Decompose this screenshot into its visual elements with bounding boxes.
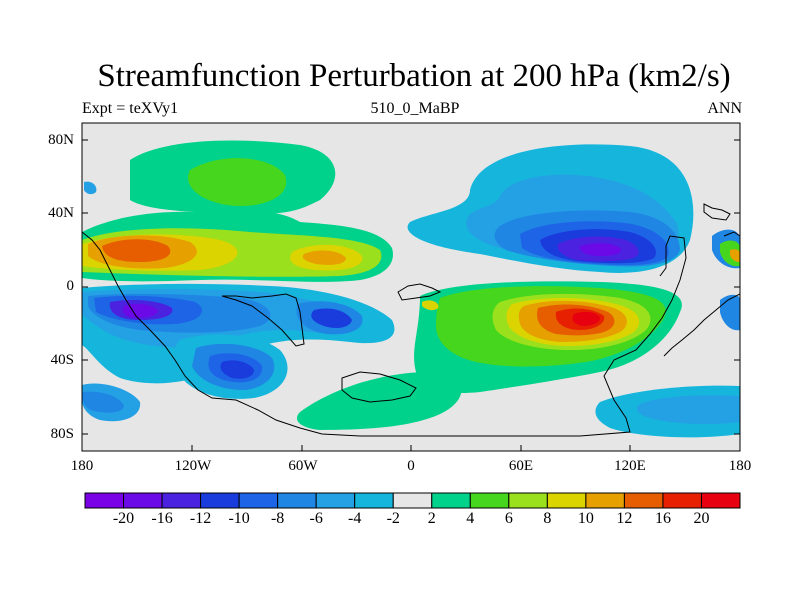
contour-neg-sio-east — [720, 294, 740, 331]
colorbar-label: 2 — [427, 510, 436, 527]
contour-pos-south-core — [572, 311, 600, 326]
contour-field — [82, 123, 740, 451]
colorbar-label: -10 — [228, 510, 250, 527]
y-tick-label: 80S — [50, 426, 74, 442]
time-label: 510_0_MaBP — [370, 100, 460, 117]
y-tick-label: 40S — [50, 352, 74, 368]
colorbar-swatch — [84, 492, 125, 509]
colorbar-label: -16 — [151, 510, 173, 527]
colorbar-label: 10 — [577, 510, 594, 527]
y-tick-label: 80N — [48, 132, 74, 148]
contour-neg-south-core — [122, 303, 158, 318]
colorbar-label: 12 — [616, 510, 633, 527]
colorbar-label: 20 — [693, 510, 710, 527]
colorbar-swatch — [315, 492, 356, 509]
coastline-americas — [82, 231, 687, 437]
colorbar-swatch — [623, 492, 664, 509]
colorbar-label: 8 — [543, 510, 552, 527]
colorbar-label: -4 — [348, 510, 362, 527]
contour-pos-north-dkorange — [102, 239, 171, 262]
colorbar-label: -6 — [309, 510, 323, 527]
x-tick-label: 0 — [407, 458, 415, 474]
experiment-label: Expt = teXVy1 — [82, 100, 179, 117]
x-tick-label: 120W — [174, 458, 212, 474]
coastlines — [82, 203, 740, 437]
colorbar-swatch — [585, 492, 625, 509]
axis-ticks — [81, 139, 741, 451]
colorbar-swatch — [354, 492, 394, 509]
colorbar-label: 6 — [504, 510, 513, 527]
colorbar-label: -12 — [189, 510, 212, 527]
contour-neg-npac-small — [84, 181, 97, 195]
colorbar-swatch — [508, 492, 548, 509]
x-tick-label: 180 — [728, 458, 752, 474]
colorbar-label: 16 — [654, 510, 671, 527]
x-tick-label: 60E — [508, 458, 534, 474]
colorbar-swatch — [392, 492, 433, 509]
colorbar-label: -2 — [386, 510, 400, 527]
colorbar-label: 4 — [466, 510, 475, 527]
colorbar — [84, 492, 741, 509]
coastline-east-asia — [703, 203, 731, 221]
colorbar-swatch — [277, 492, 317, 509]
y-tick-label: 0 — [66, 278, 75, 294]
contour-neg-sw-corner-in — [82, 391, 124, 413]
plot-title: Streamfunction Perturbation at 200 hPa (… — [97, 58, 731, 94]
colorbar-swatch — [662, 492, 702, 509]
colorbar-swatch — [238, 492, 279, 509]
contour-pos-atlantic-orange — [302, 250, 346, 265]
contour-neg-atlantic-dk — [311, 308, 352, 328]
colorbar-swatch — [546, 492, 587, 509]
x-tick-label: 60W — [288, 458, 318, 474]
x-tick-label: 180 — [70, 458, 94, 474]
coastline-africa — [341, 371, 417, 403]
coastline-europe — [397, 283, 442, 301]
season-label: ANN — [707, 100, 742, 117]
colorbar-swatch — [700, 492, 741, 509]
colorbar-swatch — [200, 492, 240, 509]
coastline-south-america — [221, 293, 305, 347]
contour-pos-small-yellow — [422, 300, 439, 311]
contour-neg-spac-core — [220, 360, 254, 379]
x-tick-label: 120E — [614, 458, 646, 474]
colorbar-swatch — [431, 492, 471, 509]
colorbar-swatch — [123, 492, 163, 509]
contour-neg-sio-md — [636, 395, 740, 425]
coastline-far-east — [663, 231, 740, 357]
contour-pos-north-inner — [188, 158, 287, 206]
colorbar-swatch — [161, 492, 202, 509]
colorbar-label: -20 — [112, 510, 135, 527]
contour-pos-east-edge-in — [730, 249, 740, 262]
colorbar-label: -8 — [270, 510, 285, 527]
colorbar-swatch — [469, 492, 510, 509]
y-tick-label: 40N — [48, 205, 74, 221]
contour-neg-eurasia-core — [579, 243, 621, 256]
